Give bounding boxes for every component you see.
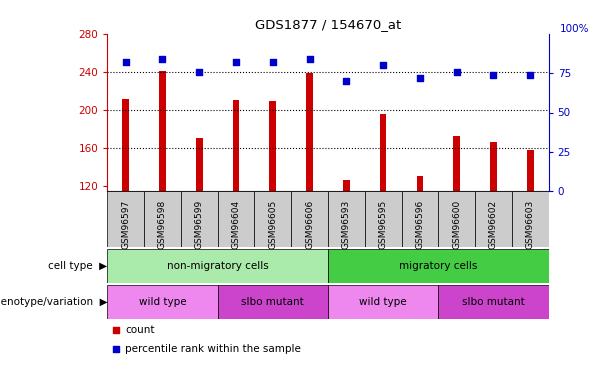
Text: non-migratory cells: non-migratory cells <box>167 261 268 271</box>
Point <box>415 75 425 81</box>
Text: GSM96603: GSM96603 <box>526 200 535 249</box>
Point <box>305 56 314 62</box>
Text: 100%: 100% <box>560 24 589 34</box>
Bar <box>343 180 349 191</box>
Point <box>231 59 241 65</box>
Text: GSM96599: GSM96599 <box>195 200 204 249</box>
Bar <box>218 285 328 319</box>
Bar <box>218 191 254 248</box>
Bar <box>270 100 276 191</box>
Bar <box>527 150 533 191</box>
Point <box>489 72 498 78</box>
Bar <box>159 71 166 191</box>
Bar <box>328 191 365 248</box>
Text: percentile rank within the sample: percentile rank within the sample <box>125 344 301 354</box>
Bar <box>123 99 129 191</box>
Bar <box>512 191 549 248</box>
Title: GDS1877 / 154670_at: GDS1877 / 154670_at <box>255 18 401 31</box>
Bar <box>196 138 202 191</box>
Text: GSM96597: GSM96597 <box>121 200 130 249</box>
Point <box>341 78 351 84</box>
Point <box>378 62 388 68</box>
Point <box>194 69 204 75</box>
Text: cell type  ▶: cell type ▶ <box>48 261 107 271</box>
Point <box>111 346 121 352</box>
Text: GSM96605: GSM96605 <box>268 200 277 249</box>
Bar <box>107 285 218 319</box>
Point <box>268 59 278 65</box>
Point <box>121 59 131 65</box>
Point <box>452 69 462 75</box>
Bar <box>291 191 328 248</box>
Bar <box>417 176 423 191</box>
Bar <box>454 136 460 191</box>
Bar <box>181 191 218 248</box>
Bar <box>402 191 438 248</box>
Bar <box>254 191 291 248</box>
Point <box>111 327 121 333</box>
Text: GSM96598: GSM96598 <box>158 200 167 249</box>
Bar <box>380 114 386 191</box>
Text: GSM96600: GSM96600 <box>452 200 461 249</box>
Bar <box>475 191 512 248</box>
Text: count: count <box>125 325 154 335</box>
Text: GSM96593: GSM96593 <box>342 200 351 249</box>
Text: slbo mutant: slbo mutant <box>462 297 525 307</box>
Bar <box>365 191 402 248</box>
Bar <box>233 100 239 191</box>
Bar <box>438 285 549 319</box>
Point <box>158 56 167 62</box>
Bar <box>328 285 438 319</box>
Text: GSM96604: GSM96604 <box>232 200 240 249</box>
Bar <box>144 191 181 248</box>
Text: wild type: wild type <box>139 297 186 307</box>
Bar <box>438 191 475 248</box>
Bar <box>107 249 328 283</box>
Bar <box>306 73 313 191</box>
Text: GSM96595: GSM96595 <box>379 200 387 249</box>
Text: migratory cells: migratory cells <box>399 261 478 271</box>
Point <box>525 72 535 78</box>
Bar <box>107 191 144 248</box>
Text: GSM96606: GSM96606 <box>305 200 314 249</box>
Bar <box>490 142 497 191</box>
Text: GSM96602: GSM96602 <box>489 200 498 249</box>
Text: genotype/variation  ▶: genotype/variation ▶ <box>0 297 107 307</box>
Text: wild type: wild type <box>359 297 407 307</box>
Text: GSM96596: GSM96596 <box>416 200 424 249</box>
Text: slbo mutant: slbo mutant <box>242 297 304 307</box>
Bar <box>328 249 549 283</box>
